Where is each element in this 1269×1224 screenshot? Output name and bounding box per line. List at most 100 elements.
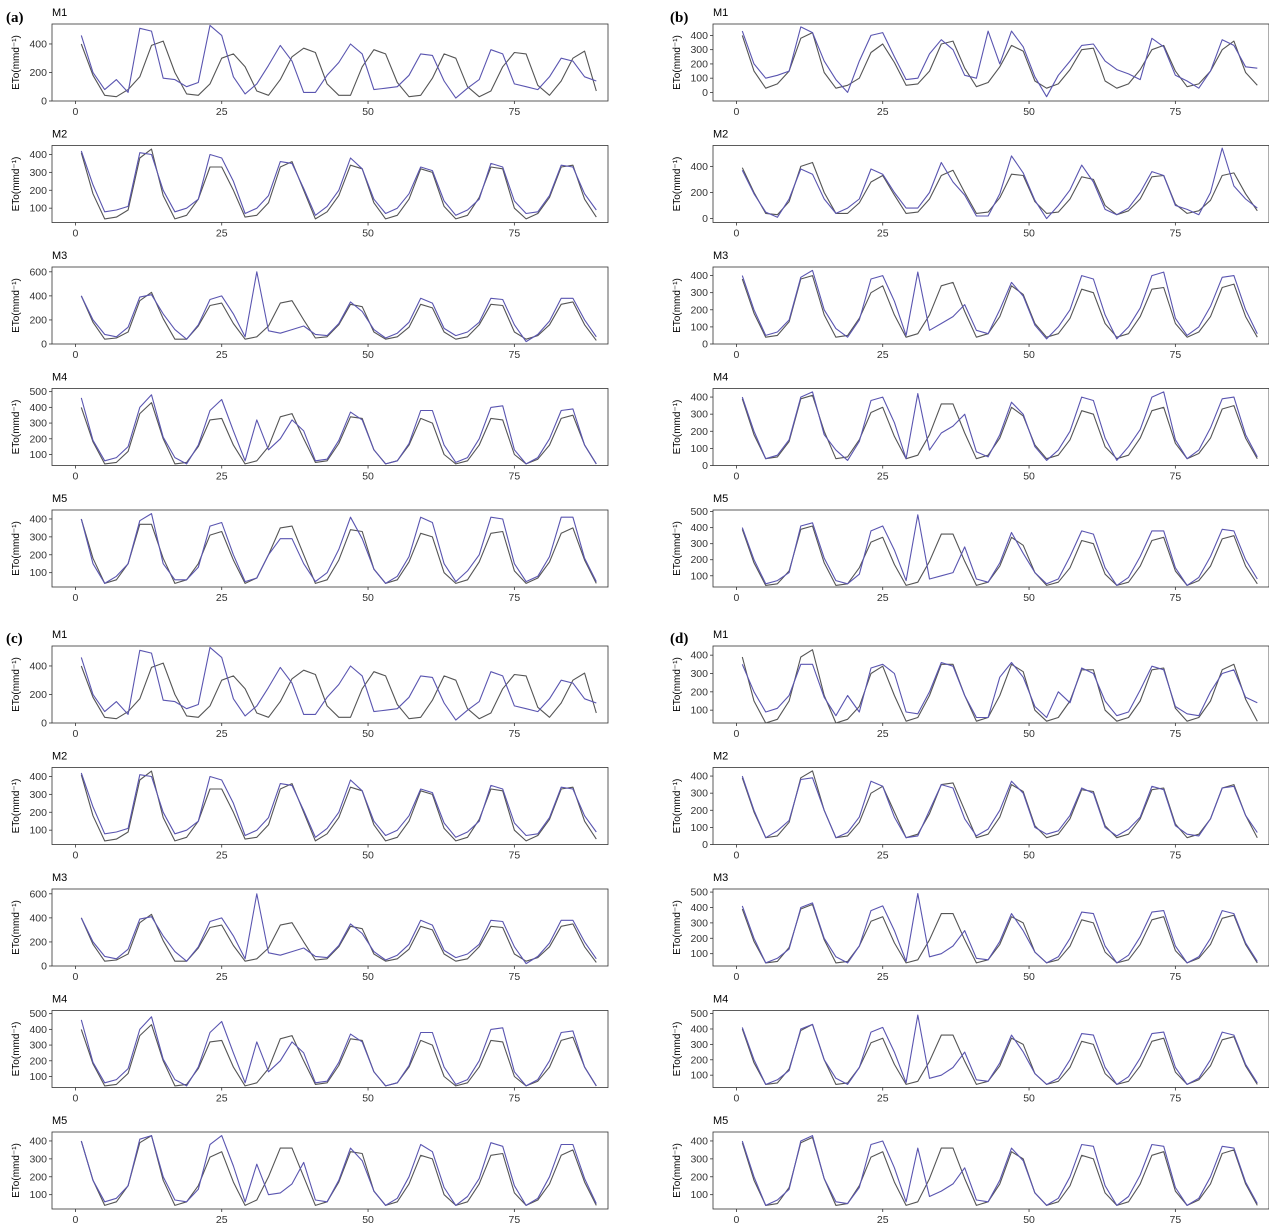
y-tick-label: 300 <box>690 44 708 56</box>
series-line-blue <box>80 513 597 584</box>
y-tick-label: 200 <box>29 67 47 79</box>
x-tick-label: 0 <box>733 1214 739 1224</box>
x-tick-label: 75 <box>509 971 521 983</box>
series-line-dark <box>80 148 597 220</box>
x-tick-label: 50 <box>1023 349 1035 361</box>
series-line-blue <box>80 1016 597 1087</box>
y-tick-label: 400 <box>690 650 708 662</box>
y-tick-label: 100 <box>690 1189 708 1201</box>
x-tick-label: 75 <box>509 728 521 740</box>
y-axis-label: ETo(mmd⁻¹) <box>672 1022 683 1077</box>
y-tick-label: 300 <box>29 789 47 801</box>
panel-letter: (d) <box>670 631 688 647</box>
series-line-dark <box>741 1023 1258 1085</box>
x-tick-label: 0 <box>733 228 739 240</box>
subplot-title: M5 <box>713 1115 728 1127</box>
x-tick-label: 75 <box>509 228 521 240</box>
x-tick-label: 0 <box>72 850 78 862</box>
x-tick-label: 75 <box>509 1214 521 1224</box>
plot-frame <box>712 145 1269 223</box>
series-line-blue <box>741 147 1258 220</box>
subplot-c-m3: M3 0 200 400 600 0 25 50 75 ETo(mmd⁻¹) <box>11 872 609 983</box>
subplot-c-m1: M1 0 200 400 0 25 50 75 ETo(mmd⁻¹) <box>11 629 609 740</box>
x-tick-label: 25 <box>877 228 889 240</box>
x-tick-label: 50 <box>1023 592 1035 604</box>
x-tick-label: 25 <box>216 471 228 483</box>
y-tick-label: 0 <box>41 961 47 973</box>
subplot-title: M1 <box>713 629 728 641</box>
y-tick-label: 200 <box>29 433 47 445</box>
x-tick-label: 50 <box>1023 971 1035 983</box>
x-tick-label: 75 <box>509 1093 521 1105</box>
plot-frame <box>712 767 1269 845</box>
y-axis-label: ETo(mmd⁻¹) <box>11 900 22 955</box>
y-tick-label: 400 <box>690 771 708 783</box>
y-tick-label: 400 <box>690 392 708 404</box>
series-line-blue <box>741 269 1258 340</box>
x-tick-label: 75 <box>509 592 521 604</box>
subplot-title: M1 <box>52 629 67 641</box>
plot-frame <box>712 888 1269 967</box>
series-line-blue <box>80 893 597 965</box>
x-tick-label: 25 <box>216 971 228 983</box>
x-tick-label: 50 <box>1023 850 1035 862</box>
y-tick-label: 200 <box>29 807 47 819</box>
series-line-blue <box>80 1135 597 1206</box>
y-tick-label: 400 <box>690 522 708 534</box>
y-tick-label: 300 <box>690 1153 708 1165</box>
x-tick-label: 50 <box>1023 1214 1035 1224</box>
y-tick-label: 400 <box>29 290 47 302</box>
plot-frame <box>51 645 609 724</box>
y-tick-label: 400 <box>690 1023 708 1035</box>
x-tick-label: 75 <box>1170 349 1182 361</box>
x-tick-label: 0 <box>72 471 78 483</box>
plot-frame <box>712 645 1269 724</box>
y-tick-label: 200 <box>29 1171 47 1183</box>
y-axis-label: ETo(mmd⁻¹) <box>672 657 683 712</box>
y-tick-label: 200 <box>29 185 47 197</box>
plot-frame <box>51 767 609 845</box>
x-tick-label: 25 <box>216 728 228 740</box>
y-tick-label: 200 <box>29 314 47 326</box>
plot-frame <box>712 1010 1269 1088</box>
x-tick-label: 0 <box>72 349 78 361</box>
y-tick-label: 100 <box>690 705 708 717</box>
x-tick-label: 25 <box>877 1093 889 1105</box>
subplot-title: M5 <box>52 493 67 505</box>
plot-frame <box>51 509 609 588</box>
series-line-blue <box>741 514 1258 586</box>
series-line-dark <box>741 649 1258 724</box>
y-tick-label: 100 <box>29 567 47 579</box>
series-line-blue <box>80 271 597 343</box>
plot-frame <box>712 1131 1269 1210</box>
y-tick-label: 300 <box>690 409 708 421</box>
plot-frame <box>712 388 1269 466</box>
y-tick-label: 100 <box>690 570 708 582</box>
plot-frame <box>51 1131 609 1210</box>
x-tick-label: 50 <box>1023 471 1035 483</box>
subplot-title: M1 <box>713 7 728 19</box>
subplot-title: M2 <box>52 129 67 141</box>
x-tick-label: 25 <box>877 471 889 483</box>
x-tick-label: 0 <box>733 850 739 862</box>
y-tick-label: 500 <box>29 1008 47 1020</box>
series-line-dark <box>80 402 597 465</box>
y-tick-label: 100 <box>29 1071 47 1083</box>
x-tick-label: 0 <box>733 1093 739 1105</box>
subplot-title: M4 <box>52 372 67 384</box>
x-tick-label: 0 <box>72 106 78 118</box>
series-line-dark <box>741 32 1258 89</box>
y-tick-label: 400 <box>29 38 47 50</box>
y-tick-label: 400 <box>29 402 47 414</box>
y-tick-label: 400 <box>690 30 708 42</box>
x-tick-label: 50 <box>362 728 374 740</box>
y-tick-label: 300 <box>29 418 47 430</box>
x-tick-label: 25 <box>877 971 889 983</box>
series-line-blue <box>80 772 597 838</box>
y-tick-label: 300 <box>690 538 708 550</box>
x-tick-label: 25 <box>216 349 228 361</box>
y-tick-label: 500 <box>690 887 708 899</box>
series-line-dark <box>80 913 597 963</box>
y-tick-label: 200 <box>29 1055 47 1067</box>
